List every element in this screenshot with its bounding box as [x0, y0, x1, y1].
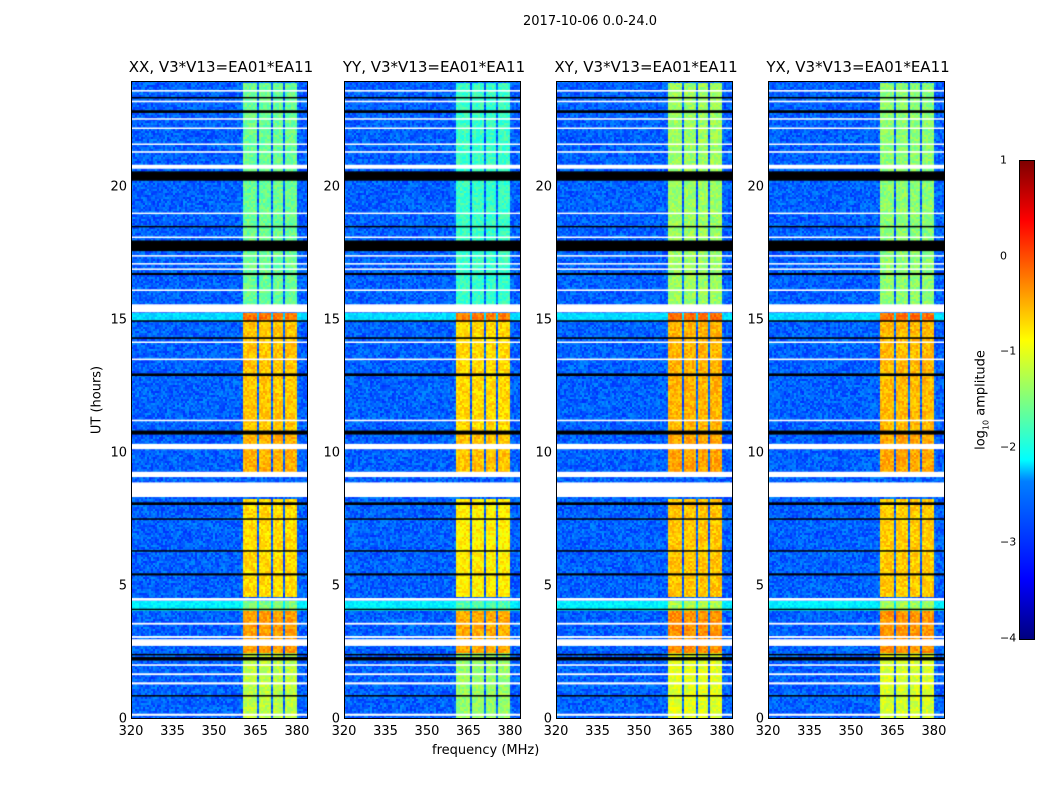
x-tick-label: 350 [201, 724, 227, 739]
heatmap-image [344, 81, 521, 719]
panel-title: YY, V3*V13=EA01*EA11 [342, 58, 526, 76]
y-tick-label: 5 [543, 578, 552, 594]
y-tick-label: 20 [535, 179, 552, 195]
x-tick-label: 335 [160, 724, 185, 739]
x-tick-label: 350 [838, 724, 864, 739]
panel-title: XY, V3*V13=EA01*EA11 [554, 58, 738, 76]
x-tick-label: 320 [755, 724, 781, 739]
y-tick-label: 20 [323, 179, 340, 195]
x-tick-label: 320 [118, 724, 144, 739]
y-tick-label: 5 [755, 578, 764, 594]
y-tick-label: 0 [543, 711, 552, 727]
heatmap-image [768, 81, 945, 719]
panel-title: YX, V3*V13=EA01*EA11 [766, 58, 950, 76]
y-tick-label: 20 [110, 179, 127, 195]
x-tick-label: 335 [797, 724, 822, 739]
y-tick-label: 5 [331, 578, 340, 594]
colorbar-tick-label: −1 [1000, 344, 1017, 358]
y-tick-label: 10 [110, 445, 127, 461]
colorbar-label: log10 amplitude [973, 350, 991, 450]
panel-title: XX, V3*V13=EA01*EA11 [128, 58, 314, 76]
y-tick-label: 15 [747, 312, 764, 328]
x-tick-label: 365 [880, 724, 905, 739]
x-tick-label: 320 [543, 724, 569, 739]
plot-frame [131, 81, 308, 719]
y-tick-label: 0 [118, 711, 127, 727]
x-tick-label: 380 [709, 724, 735, 739]
heatmap-panel-1: XX, V3*V13=EA01*EA11 320 335 350 365 380 0 5 10 1… [110, 58, 313, 739]
colorbar-tick-label: −2 [1000, 440, 1017, 454]
y-tick-label: 10 [323, 445, 340, 461]
colorbar-tick-label: 0 [1000, 249, 1007, 263]
x-tick-label: 320 [331, 724, 357, 739]
figure-title: 2017-10-06 0.0-24.0 [523, 14, 657, 29]
heatmap-image [556, 81, 733, 719]
x-axis-label: frequency (MHz) [432, 743, 540, 758]
heatmap-panel-4: YX, V3*V13=EA01*EA11 320 335 350 365 380 0 5 10 1… [747, 58, 949, 739]
x-tick-label: 365 [668, 724, 693, 739]
y-tick-label: 15 [535, 312, 552, 328]
plot-frame [768, 81, 945, 719]
x-tick-label: 365 [456, 724, 481, 739]
colorbar [1019, 160, 1035, 640]
y-tick-label: 0 [755, 711, 764, 727]
x-tick-label: 350 [626, 724, 652, 739]
x-tick-label: 380 [921, 724, 947, 739]
y-tick-label: 15 [323, 312, 340, 328]
y-tick-label: 10 [747, 445, 764, 461]
colorbar-tick-label: 1 [1000, 153, 1007, 167]
x-tick-label: 335 [373, 724, 398, 739]
plot-frame [556, 81, 733, 719]
y-tick-label: 5 [118, 578, 127, 594]
y-tick-label: 10 [535, 445, 552, 461]
x-tick-label: 335 [585, 724, 610, 739]
x-tick-label: 380 [284, 724, 310, 739]
x-tick-label: 350 [414, 724, 440, 739]
heatmap-panel-3: XY, V3*V13=EA01*EA11 320 335 350 365 380 0 5 10 1… [535, 58, 737, 739]
colorbar-tick-label: −3 [1000, 535, 1017, 549]
y-tick-label: 20 [747, 179, 764, 195]
x-tick-label: 380 [497, 724, 523, 739]
heatmap-panel-2: YY, V3*V13=EA01*EA11 320 335 350 365 380 0 5 10 1… [323, 58, 525, 739]
y-tick-label: 0 [331, 711, 340, 727]
y-tick-label: 15 [110, 312, 127, 328]
heatmap-image [131, 81, 308, 719]
plot-frame [344, 81, 521, 719]
colorbar-tick-label: −4 [1000, 631, 1017, 645]
x-tick-label: 365 [243, 724, 268, 739]
y-axis-label: UT (hours) [89, 365, 105, 435]
